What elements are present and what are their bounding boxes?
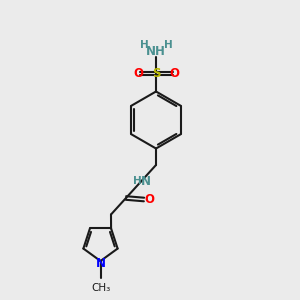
Text: H: H bbox=[164, 40, 173, 50]
Text: H: H bbox=[133, 176, 142, 186]
Text: O: O bbox=[169, 67, 179, 80]
Text: N: N bbox=[96, 257, 106, 270]
Text: S: S bbox=[152, 67, 160, 80]
Text: N: N bbox=[141, 175, 151, 188]
Text: O: O bbox=[133, 67, 143, 80]
Text: H: H bbox=[140, 40, 149, 50]
Text: CH₃: CH₃ bbox=[92, 283, 111, 293]
Text: O: O bbox=[144, 193, 154, 206]
Text: NH: NH bbox=[146, 45, 166, 58]
